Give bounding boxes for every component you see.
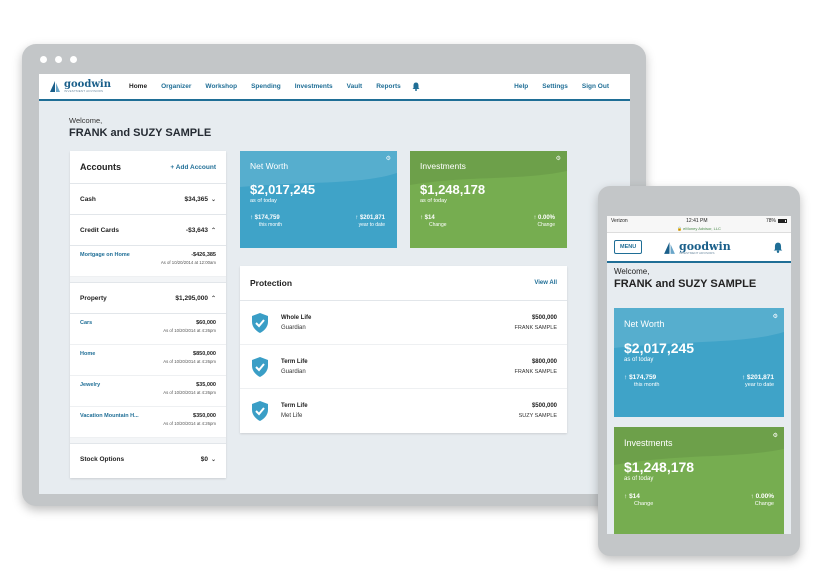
arrow-up-icon: ↑ <box>624 374 630 381</box>
investments-tile[interactable]: Investments ⚙ $1,248,178 as of today ↑ $… <box>410 151 567 248</box>
client-name: FRANK and SUZY SAMPLE <box>69 127 212 139</box>
gear-icon[interactable]: ⚙ <box>772 314 778 320</box>
laptop-frame: goodwin INVESTMENT ADVISORS Home Organiz… <box>22 44 646 506</box>
arrow-up-icon: ↑ <box>533 215 538 221</box>
account-category-cash[interactable]: Cash $34,365 ⌄ <box>70 184 226 215</box>
net-worth-value: $2,017,245 <box>624 340 695 356</box>
battery-label: 78% <box>765 218 776 224</box>
clock: 12:41 PM <box>686 218 708 224</box>
arrow-up-icon: ↑ <box>741 374 747 381</box>
menu-button[interactable]: MENU <box>614 240 643 254</box>
net-worth-title: Net Worth <box>250 161 289 171</box>
mobile-navigation: MENU goodwin INVESTMENT ADVISORS <box>607 233 791 263</box>
shield-check-icon <box>252 312 268 333</box>
net-worth-tile[interactable]: Net Worth ⚙ $2,017,245 as of today ↑ $17… <box>240 151 397 248</box>
list-item[interactable]: Cars $60,000 As of 10/20/2014 at 4:26pm <box>70 314 226 345</box>
list-item[interactable]: Vacation Mountain H... $350,000 As of 10/… <box>70 407 226 438</box>
account-category-property[interactable]: Property $1,295,000 ⌃ <box>70 283 226 314</box>
nav-investments[interactable]: Investments <box>294 83 333 90</box>
sail-logo-icon <box>664 242 675 254</box>
accounts-panel: Accounts + Add Account Cash $34,365 ⌄ Cre… <box>70 151 226 478</box>
window-dots <box>40 56 77 63</box>
welcome-block: Welcome, FRANK and SUZY SAMPLE <box>69 116 211 139</box>
brand-name: goodwin <box>679 240 731 253</box>
accounts-title: Accounts <box>80 162 122 172</box>
investments-value: $1,248,178 <box>624 459 695 475</box>
bell-icon[interactable] <box>412 82 422 92</box>
investments-value: $1,248,178 <box>420 182 486 197</box>
net-worth-as-of: as of today <box>624 357 654 363</box>
bell-icon[interactable] <box>773 242 783 253</box>
plus-icon: + <box>170 163 176 171</box>
investments-as-of: as of today <box>420 198 447 204</box>
sail-logo-icon <box>50 81 60 92</box>
list-item[interactable]: Jewelry $35,000 As of 10/20/2014 at 4:26p… <box>70 376 226 407</box>
nav-organizer[interactable]: Organizer <box>161 83 192 90</box>
view-all-link[interactable]: View All <box>534 280 557 286</box>
chevron-up-icon: ⌃ <box>210 227 216 234</box>
list-item[interactable]: Mortgage on Home -$426,385 As of 10/20/20… <box>70 246 226 277</box>
nav-workshop[interactable]: Workshop <box>205 83 238 90</box>
status-bar: Verizon 12:41 PM 78% <box>607 216 791 226</box>
investments-tile[interactable]: Investments ⚙ $1,248,178 as of today ↑ $… <box>614 427 784 534</box>
top-navigation: goodwin INVESTMENT ADVISORS Home Organiz… <box>39 74 630 101</box>
protection-title: Protection <box>250 278 293 288</box>
nav-home[interactable]: Home <box>129 83 148 90</box>
brand-tagline: INVESTMENT ADVISORS <box>679 251 715 255</box>
brand-logo[interactable]: goodwin INVESTMENT ADVISORS <box>49 80 111 93</box>
arrow-up-icon: ↑ <box>750 493 756 500</box>
mobile-screen: Verizon 12:41 PM 78% 🔒 eMoney Advisor, L… <box>607 216 791 534</box>
brand-name: goodwin <box>64 79 112 90</box>
nav-spending[interactable]: Spending <box>251 83 281 90</box>
account-category-stock-options[interactable]: Stock Options $0 ⌄ <box>80 456 216 463</box>
battery-icon <box>777 218 787 223</box>
welcome-block: Welcome, FRANK and SUZY SAMPLE <box>607 263 791 290</box>
phone-frame: Verizon 12:41 PM 78% 🔒 eMoney Advisor, L… <box>598 186 800 556</box>
gear-icon[interactable]: ⚙ <box>555 156 561 162</box>
arrow-up-icon: ↑ <box>250 215 255 221</box>
net-worth-ytd-change: $201,871 <box>359 215 385 221</box>
arrow-up-icon: ↑ <box>355 215 360 221</box>
carrier-label: Verizon <box>611 218 628 224</box>
welcome-greeting: Welcome, <box>614 267 650 276</box>
brand-logo[interactable]: goodwin INVESTMENT ADVISORS <box>663 241 731 255</box>
gear-icon[interactable]: ⚙ <box>772 433 778 439</box>
investments-title: Investments <box>420 161 466 171</box>
table-row[interactable]: Whole Life Guardian $500,000 FRANK SAMPLE <box>240 301 567 345</box>
arrow-up-icon: ↑ <box>624 493 630 500</box>
protection-panel: Protection View All Whole Life Guardian $… <box>240 266 567 433</box>
url-bar[interactable]: 🔒 eMoney Advisor, LLC <box>607 226 791 233</box>
investments-change-percent: 0.00% <box>537 215 555 221</box>
nav-vault[interactable]: Vault <box>346 83 363 90</box>
arrow-up-icon: ↑ <box>420 215 425 221</box>
gear-icon[interactable]: ⚙ <box>385 156 391 162</box>
nav-help[interactable]: Help <box>514 83 529 90</box>
table-row[interactable]: Term Life Guardian $800,000 FRANK SAMPLE <box>240 345 567 389</box>
chevron-up-icon: ⌃ <box>210 295 216 302</box>
table-row[interactable]: Term Life Met Life $500,000 SUZY SAMPLE <box>240 389 567 433</box>
net-worth-tile[interactable]: Net Worth ⚙ $2,017,245 as of today ↑ $17… <box>614 308 784 417</box>
chevron-down-icon: ⌄ <box>210 457 216 463</box>
net-worth-month-change: $174,759 <box>254 215 280 221</box>
nav-reports[interactable]: Reports <box>376 83 401 90</box>
brand-tagline: INVESTMENT ADVISORS <box>64 89 104 93</box>
investments-as-of: as of today <box>624 476 654 482</box>
desktop-screen: goodwin INVESTMENT ADVISORS Home Organiz… <box>39 74 630 494</box>
nav-settings[interactable]: Settings <box>542 83 568 90</box>
list-item[interactable]: Home $850,000 As of 10/20/2014 at 4:26pm <box>70 345 226 376</box>
account-category-credit-cards[interactable]: Credit Cards -$3,643 ⌃ <box>70 215 226 246</box>
investments-change-amount: $14 <box>424 215 435 221</box>
nav-sign-out[interactable]: Sign Out <box>581 83 609 90</box>
net-worth-value: $2,017,245 <box>250 182 316 197</box>
client-name: FRANK and SUZY SAMPLE <box>614 278 757 290</box>
welcome-greeting: Welcome, <box>69 116 103 125</box>
add-account-button[interactable]: + Add Account <box>170 163 216 171</box>
net-worth-title: Net Worth <box>624 319 665 329</box>
chevron-down-icon: ⌄ <box>210 196 216 203</box>
net-worth-as-of: as of today <box>250 198 277 204</box>
investments-title: Investments <box>624 438 673 448</box>
shield-check-icon <box>252 356 268 377</box>
lock-icon: 🔒 <box>677 226 683 231</box>
shield-check-icon <box>252 401 268 421</box>
